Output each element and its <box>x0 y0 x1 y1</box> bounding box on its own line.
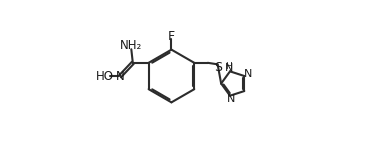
Text: N: N <box>243 69 252 79</box>
Text: S: S <box>214 61 222 74</box>
Text: HO: HO <box>96 70 114 83</box>
Text: N: N <box>226 94 235 104</box>
Text: F: F <box>168 30 175 43</box>
Text: NH₂: NH₂ <box>119 39 142 52</box>
Text: N: N <box>225 64 233 74</box>
Text: H: H <box>225 62 232 71</box>
Text: N: N <box>116 70 124 83</box>
